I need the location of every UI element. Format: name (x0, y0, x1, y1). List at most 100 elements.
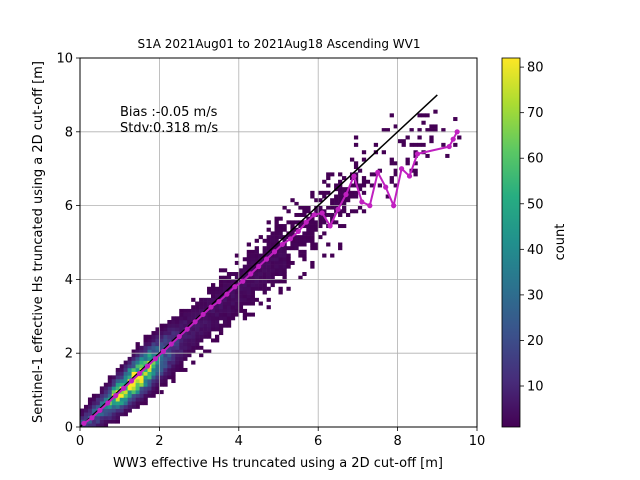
heatmap-cell (103, 397, 109, 402)
heatmap-cell (266, 279, 271, 284)
heatmap-cell (282, 205, 287, 210)
binned-mean-point (367, 203, 373, 209)
heatmap-cell (103, 390, 109, 395)
colorbar-tick-label: 80 (527, 61, 544, 76)
heatmap-cell (211, 286, 216, 291)
heatmap-cell (151, 371, 156, 376)
heatmap-cell (191, 327, 196, 332)
heatmap-cell (103, 393, 109, 398)
heatmap-cell (425, 128, 430, 133)
heatmap-cell (183, 356, 188, 361)
heatmap-cell (234, 260, 240, 265)
heatmap-cell (417, 113, 422, 118)
heatmap-cell (334, 183, 339, 188)
heatmap-cell (171, 319, 176, 324)
heatmap-cell (175, 349, 180, 354)
heatmap-cell (302, 209, 307, 214)
heatmap-cell (230, 272, 236, 277)
heatmap-cell (310, 260, 315, 265)
heatmap-cell (342, 209, 347, 214)
binned-mean-point (406, 173, 413, 179)
heatmap-cell (302, 224, 307, 229)
heatmap-cell (179, 338, 184, 343)
heatmap-cell (326, 212, 331, 217)
binned-mean-point (335, 206, 341, 212)
colorbar-tick-label: 40 (527, 243, 544, 258)
heatmap-cell (274, 257, 279, 262)
heatmap-cell (115, 382, 120, 387)
heatmap-cell (167, 331, 172, 336)
heatmap-cell (155, 390, 160, 395)
heatmap-cell (147, 349, 152, 354)
heatmap-cell (203, 297, 208, 302)
heatmap-cell (214, 327, 220, 332)
heatmap-cell (119, 408, 124, 413)
heatmap-cell (262, 286, 267, 291)
heatmap-cell (254, 268, 259, 273)
chart-title: S1A 2021Aug01 to 2021Aug18 Ascending WV1 (138, 37, 421, 51)
heatmap-cell (282, 264, 287, 269)
heatmap-cell (433, 109, 438, 114)
binned-mean-point (303, 219, 309, 225)
heatmap-cell (345, 194, 351, 199)
heatmap-cell (171, 345, 176, 350)
heatmap-cell (254, 257, 259, 262)
heatmap-cell (207, 331, 212, 336)
heatmap-cell (163, 342, 168, 347)
heatmap-cell (353, 165, 359, 169)
heatmap-cell (179, 356, 184, 361)
heatmap-cell (171, 334, 176, 339)
heatmap-cell (147, 338, 152, 343)
heatmap-cell (155, 349, 160, 354)
heatmap-cell (274, 231, 279, 236)
binned-mean-point (160, 348, 166, 354)
heatmap-cell (254, 253, 259, 258)
heatmap-cell (318, 220, 323, 225)
heatmap-cell (87, 412, 93, 417)
heatmap-cell (135, 367, 140, 372)
heatmap-cell (211, 327, 216, 332)
binned-mean-point (105, 400, 111, 406)
heatmap-cell (159, 323, 164, 328)
heatmap-cell (143, 401, 148, 406)
heatmap-cell (342, 205, 347, 210)
heatmap-cell (107, 408, 113, 413)
heatmap-cell (199, 308, 204, 313)
heatmap-cell (163, 323, 168, 328)
heatmap-cell (135, 356, 140, 361)
heatmap-cell (147, 390, 152, 395)
heatmap-cell (357, 168, 363, 173)
binned-mean-point (454, 129, 460, 135)
heatmap-cell (218, 286, 224, 291)
heatmap-cell (282, 238, 287, 243)
heatmap-cell (183, 308, 188, 313)
heatmap-cell (111, 404, 117, 409)
binned-mean-point (311, 212, 317, 218)
heatmap-cell (278, 249, 283, 254)
binned-mean-point (184, 326, 190, 332)
heatmap-cell (203, 316, 208, 321)
heatmap-cell (127, 364, 132, 369)
heatmap-cell (127, 386, 132, 391)
heatmap-cell (167, 349, 172, 354)
heatmap-cell (453, 142, 458, 147)
heatmap-cell (246, 275, 252, 280)
heatmap-cell (274, 227, 279, 232)
heatmap-cell (274, 235, 279, 240)
heatmap-cell (294, 235, 299, 240)
heatmap-cell (127, 375, 132, 380)
heatmap-cell (266, 297, 271, 302)
heatmap-cell (175, 367, 180, 372)
heatmap-cell (270, 242, 275, 247)
heatmap-cell (393, 161, 398, 166)
heatmap-cell (111, 412, 117, 417)
heatmap-cell (115, 367, 120, 372)
heatmap-cell (207, 297, 212, 302)
heatmap-cell (119, 397, 124, 402)
heatmap-cell (115, 404, 120, 409)
heatmap-cell (334, 194, 339, 199)
heatmap-cell (326, 242, 331, 247)
heatmap-cell (266, 272, 271, 277)
heatmap-cell (242, 297, 248, 302)
heatmap-cell (310, 224, 315, 229)
